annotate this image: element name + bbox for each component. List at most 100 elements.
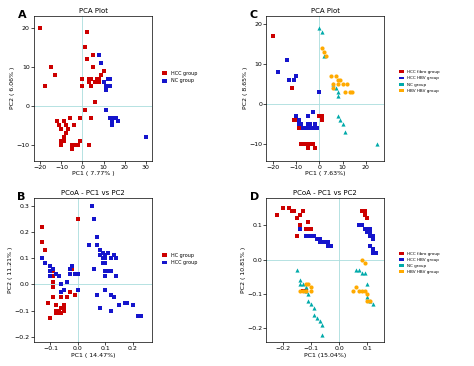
Point bbox=[306, 142, 314, 147]
Point bbox=[334, 77, 342, 83]
Point bbox=[319, 332, 326, 338]
Point bbox=[302, 281, 310, 287]
Point bbox=[142, 134, 149, 140]
Point bbox=[329, 81, 337, 87]
Point bbox=[104, 76, 111, 82]
Point bbox=[311, 146, 319, 152]
Point bbox=[104, 268, 112, 274]
Point bbox=[310, 312, 318, 318]
Point bbox=[306, 126, 314, 131]
Point bbox=[106, 115, 114, 120]
Point bbox=[324, 243, 332, 249]
Point bbox=[297, 126, 305, 131]
Point bbox=[60, 119, 67, 124]
Point bbox=[58, 126, 65, 132]
Legend: HCC fibro group, HCC HBV group, NC group, HBV HBV group: HCC fibro group, HCC HBV group, NC group… bbox=[398, 69, 441, 94]
Point bbox=[361, 260, 368, 266]
Point bbox=[74, 216, 82, 222]
Point bbox=[318, 117, 326, 123]
Text: D: D bbox=[250, 192, 259, 202]
Point bbox=[369, 236, 377, 242]
Point bbox=[352, 284, 360, 290]
Point bbox=[285, 205, 292, 211]
Point bbox=[309, 109, 316, 115]
Point bbox=[81, 107, 88, 113]
Point bbox=[308, 226, 315, 232]
Point bbox=[102, 83, 109, 89]
Point bbox=[297, 142, 305, 147]
Point bbox=[334, 113, 342, 119]
Point bbox=[309, 142, 316, 147]
Point bbox=[361, 288, 368, 294]
Point bbox=[96, 247, 104, 253]
Point bbox=[38, 224, 46, 229]
Point bbox=[300, 142, 307, 147]
Point bbox=[361, 212, 368, 218]
Point bbox=[292, 73, 300, 79]
X-axis label: PC1 ( 7.63%): PC1 ( 7.63%) bbox=[305, 171, 346, 176]
Point bbox=[107, 268, 115, 274]
Point bbox=[319, 239, 326, 245]
Point bbox=[369, 250, 377, 256]
Point bbox=[361, 226, 368, 232]
Y-axis label: PC2 ( 11.21% ): PC2 ( 11.21% ) bbox=[9, 247, 13, 293]
Point bbox=[96, 52, 103, 58]
Point bbox=[332, 85, 339, 91]
Point bbox=[364, 291, 371, 297]
Point bbox=[63, 279, 71, 285]
Point bbox=[85, 79, 92, 85]
Point bbox=[302, 288, 310, 294]
Point bbox=[87, 115, 95, 120]
Point bbox=[38, 239, 46, 245]
Title: PCoA - PC1 vs PC2: PCoA - PC1 vs PC2 bbox=[61, 190, 125, 196]
Point bbox=[309, 126, 316, 131]
Point bbox=[358, 270, 365, 276]
Point bbox=[102, 87, 109, 93]
Point bbox=[68, 142, 76, 148]
Point bbox=[306, 122, 314, 127]
Point bbox=[55, 273, 63, 279]
Point bbox=[372, 250, 380, 256]
Point bbox=[96, 305, 104, 311]
Point bbox=[290, 117, 298, 123]
Point bbox=[102, 107, 109, 113]
Point bbox=[293, 267, 301, 273]
Point bbox=[339, 81, 346, 87]
Y-axis label: PC2 ( 8.65% ): PC2 ( 8.65% ) bbox=[243, 67, 248, 109]
Point bbox=[292, 117, 300, 123]
Point bbox=[83, 56, 91, 62]
Point bbox=[288, 85, 295, 91]
Point bbox=[77, 115, 84, 120]
Point bbox=[74, 142, 82, 148]
Point bbox=[348, 89, 356, 95]
Point bbox=[293, 233, 301, 239]
Point bbox=[62, 123, 69, 128]
Point bbox=[47, 263, 55, 269]
Point bbox=[41, 83, 48, 89]
Point bbox=[41, 247, 49, 253]
Point bbox=[60, 287, 68, 292]
Point bbox=[311, 122, 319, 127]
Point bbox=[58, 138, 65, 144]
Point bbox=[74, 287, 82, 292]
Point bbox=[89, 64, 97, 70]
Point bbox=[339, 122, 346, 127]
Point bbox=[87, 76, 95, 82]
Point bbox=[36, 25, 44, 31]
Point bbox=[364, 216, 371, 221]
X-axis label: PC1 ( 7.77% ): PC1 ( 7.77% ) bbox=[72, 171, 114, 176]
Point bbox=[91, 79, 99, 85]
Point bbox=[366, 229, 374, 235]
Point bbox=[316, 113, 323, 119]
Point bbox=[74, 271, 82, 277]
Point bbox=[69, 263, 76, 269]
Point bbox=[66, 266, 73, 272]
Point bbox=[47, 273, 55, 279]
Point bbox=[374, 142, 381, 147]
Point bbox=[316, 239, 323, 245]
Point bbox=[58, 305, 65, 311]
Point bbox=[73, 142, 80, 148]
Point bbox=[366, 298, 374, 304]
Point bbox=[108, 123, 116, 128]
Point bbox=[295, 117, 302, 123]
